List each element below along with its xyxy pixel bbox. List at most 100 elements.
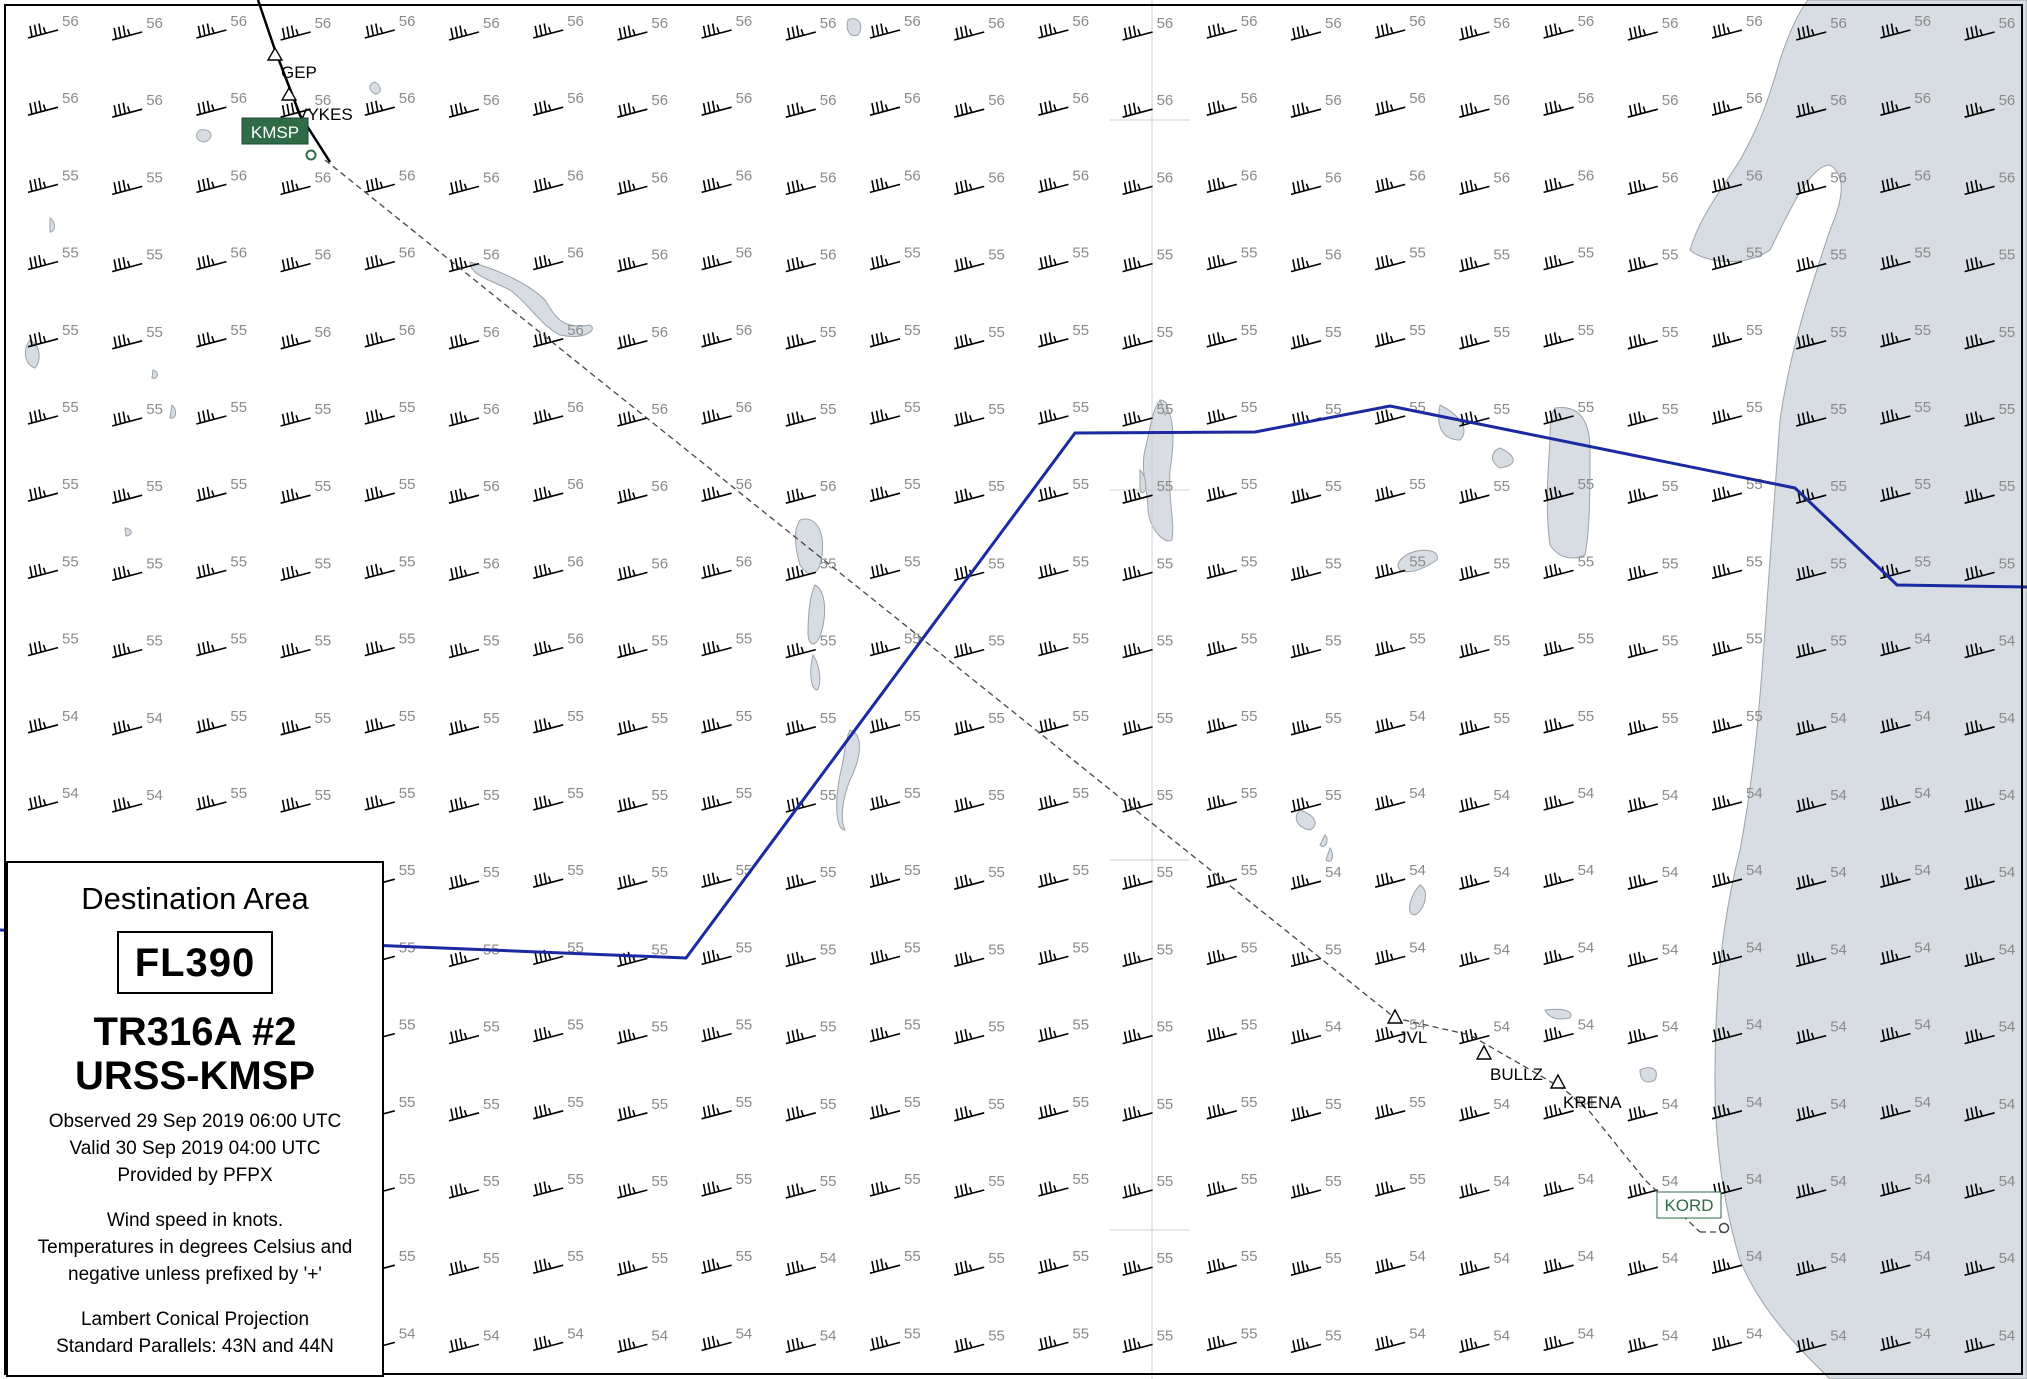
route-name-line1: TR316A #2 bbox=[93, 1010, 297, 1054]
temperature-label: 54 bbox=[1493, 941, 1510, 958]
projection-text: Lambert Conical Projection bbox=[80, 1309, 310, 1330]
waypoint-triangle-icon bbox=[280, 86, 298, 101]
temperature-label: 54 bbox=[1999, 787, 2016, 804]
waypoint-krena[interactable]: KRENA bbox=[1549, 1073, 1622, 1112]
wind-barb-icon bbox=[1964, 102, 1995, 118]
temperature-label: 55 bbox=[1072, 1325, 1089, 1342]
wind-barb-icon bbox=[785, 256, 817, 273]
temperature-label: 55 bbox=[820, 633, 837, 650]
wind-barb-icon bbox=[1374, 718, 1406, 734]
waypoint-gep[interactable]: GEP bbox=[266, 46, 317, 82]
wind-barb-icon bbox=[953, 256, 985, 273]
wind-barb-icon bbox=[1290, 25, 1322, 41]
temperature-label: 54 bbox=[62, 785, 79, 802]
wind-barb-icon bbox=[701, 486, 732, 502]
temperature-label: 55 bbox=[1241, 1017, 1258, 1034]
wind-barb-icon bbox=[1122, 1106, 1153, 1122]
temperature-label: 56 bbox=[315, 169, 332, 186]
wind-barb-icon bbox=[701, 332, 732, 348]
wind-barb-icon bbox=[1880, 640, 1911, 657]
wind-barb-icon bbox=[869, 872, 901, 888]
wind-barb-icon bbox=[1290, 334, 1322, 350]
temperature-label: 54 bbox=[1578, 862, 1595, 879]
wind-barb-icon bbox=[1038, 409, 1069, 425]
temperature-label: 55 bbox=[1325, 1173, 1342, 1190]
wind-barb-icon bbox=[869, 177, 901, 194]
wind-barb-icon bbox=[1459, 1337, 1490, 1354]
temperature-label: 54 bbox=[399, 1325, 416, 1342]
temperature-label: 55 bbox=[1409, 322, 1426, 339]
wind-barb-icon bbox=[1206, 1181, 1238, 1197]
wind-barb-icon bbox=[1711, 872, 1743, 888]
wind-barb-icon bbox=[1880, 795, 1911, 811]
wind-barb-icon bbox=[27, 718, 59, 734]
temperature-label: 55 bbox=[1578, 245, 1595, 262]
temperature-label: 56 bbox=[399, 245, 416, 262]
waypoint-bullz[interactable]: BULLZ bbox=[1475, 1044, 1543, 1084]
temperature-label: 55 bbox=[1157, 941, 1174, 958]
temperature-label: 55 bbox=[1999, 555, 2016, 572]
temperature-label: 56 bbox=[1157, 169, 1174, 186]
wind-barb-icon bbox=[1964, 25, 1995, 41]
temperature-label: 54 bbox=[1914, 1017, 1931, 1034]
wind-barb-icon bbox=[701, 177, 732, 194]
temperature-label: 56 bbox=[483, 169, 500, 186]
wind-barb-icon bbox=[448, 1106, 480, 1122]
wind-barb-icon bbox=[532, 177, 564, 194]
wind-barb-icon bbox=[1374, 1181, 1406, 1197]
temperature-label: 56 bbox=[1662, 92, 1679, 109]
wind-barb-icon bbox=[1459, 642, 1490, 659]
wind-barb-icon bbox=[1374, 1104, 1406, 1120]
lake-2 bbox=[795, 518, 824, 575]
temperature-label: 55 bbox=[483, 864, 500, 881]
temperature-label: 54 bbox=[1914, 631, 1931, 648]
wind-barb-icon bbox=[1122, 334, 1153, 350]
wind-barb-icon bbox=[448, 951, 480, 968]
temperature-label: 54 bbox=[1493, 1096, 1510, 1113]
waypoint-vykes[interactable]: VYKES bbox=[280, 86, 353, 124]
temperature-label: 55 bbox=[567, 1017, 584, 1034]
temperature-label: 55 bbox=[904, 1171, 921, 1188]
airport-kord[interactable]: KORD bbox=[1656, 1191, 1730, 1234]
temperature-label: 56 bbox=[1578, 13, 1595, 30]
waypoint-jvl[interactable]: JVL bbox=[1386, 1008, 1427, 1047]
wind-barb-icon bbox=[27, 563, 59, 580]
wind-barb-icon bbox=[785, 720, 817, 736]
airport-kmsp[interactable]: KMSP bbox=[241, 117, 317, 161]
wind-barb-icon bbox=[869, 332, 901, 348]
wind-barb-icon bbox=[1880, 486, 1911, 502]
temperature-label: 56 bbox=[1493, 15, 1510, 32]
temperature-label: 56 bbox=[483, 555, 500, 572]
temperature-label: 55 bbox=[399, 553, 416, 570]
temperature-label: 54 bbox=[1662, 1096, 1679, 1113]
wind-barb-icon bbox=[1795, 411, 1827, 427]
wind-barb-icon bbox=[448, 411, 480, 427]
wind-barb-icon bbox=[27, 795, 59, 811]
temperature-label: 55 bbox=[1157, 1096, 1174, 1113]
temperature-label: 56 bbox=[1325, 169, 1342, 186]
wind-barb-icon bbox=[1290, 1028, 1322, 1045]
wind-barb-icon bbox=[869, 409, 901, 425]
temperature-label: 56 bbox=[399, 90, 416, 107]
temperature-label: 55 bbox=[820, 1096, 837, 1113]
temperature-label: 55 bbox=[988, 324, 1005, 341]
wind-barb-icon bbox=[1711, 23, 1743, 39]
temperature-label: 55 bbox=[736, 939, 753, 956]
flight-level-box: FL390 bbox=[116, 931, 274, 994]
wind-barb-grid: 56 56 56 56 56 56 56 56 56 56 56 56 56 56 56 56 56 56 56 56… bbox=[27, 13, 2016, 1354]
airport-label: KORD bbox=[1664, 1196, 1713, 1215]
wind-barb-icon bbox=[1711, 332, 1743, 348]
temperature-label: 55 bbox=[988, 941, 1005, 958]
wind-barb-icon bbox=[111, 720, 143, 736]
wind-barb-icon bbox=[1374, 409, 1406, 425]
temperature-label: 55 bbox=[651, 1096, 668, 1113]
temperature-label: 55 bbox=[904, 1017, 921, 1034]
wind-barb-icon bbox=[785, 1106, 817, 1122]
temperature-label: 54 bbox=[1999, 1250, 2016, 1267]
wind-barb-icon bbox=[448, 1260, 480, 1276]
temperature-label: 55 bbox=[399, 399, 416, 416]
temperature-label: 55 bbox=[1578, 553, 1595, 570]
temperature-label: 55 bbox=[904, 553, 921, 570]
temperature-label: 55 bbox=[1325, 710, 1342, 727]
temperature-label: 56 bbox=[483, 15, 500, 32]
